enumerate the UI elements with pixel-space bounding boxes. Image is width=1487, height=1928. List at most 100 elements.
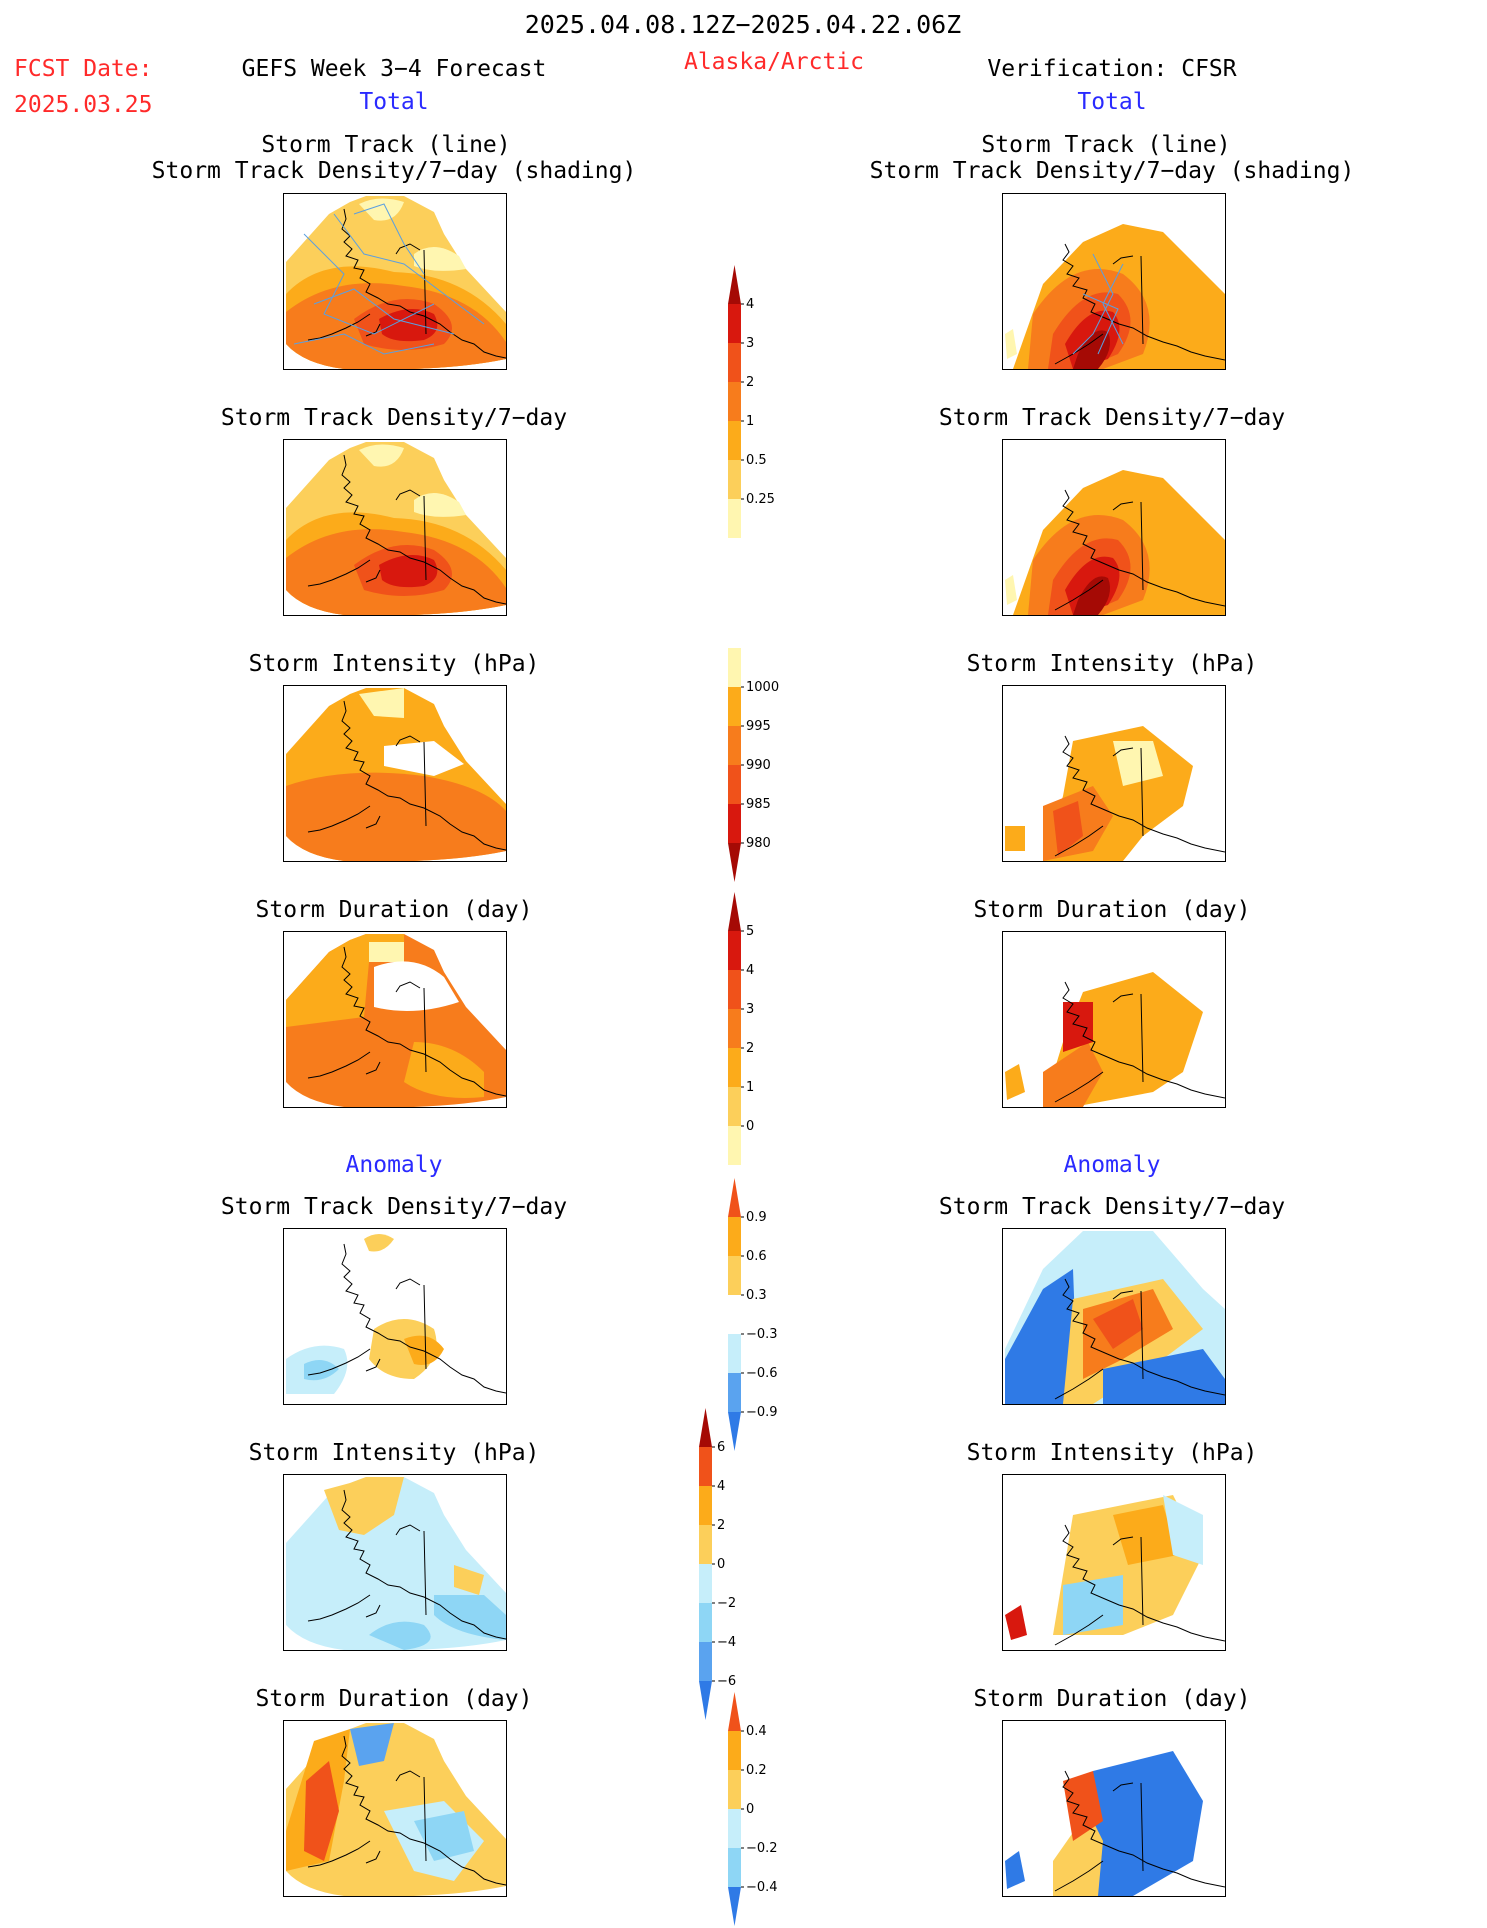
- coastline: [1054, 243, 1225, 365]
- colorbar-tick-label: −0.6: [746, 1366, 778, 1381]
- right-intensity-title: Storm Intensity (hPa): [966, 651, 1258, 677]
- colorbar-segment: [728, 1373, 741, 1412]
- coastline: [307, 1735, 506, 1886]
- colorbar-tick-label: −4: [717, 1635, 736, 1650]
- colorbar-tick-label: −0.2: [746, 1841, 778, 1856]
- left-track-line-title: Storm Track (line): [261, 132, 511, 158]
- colorbar-segment: [728, 1809, 741, 1848]
- contour-region: [359, 198, 404, 221]
- colorbar-tick-label: 0.25: [746, 492, 775, 507]
- colorbar-tick-label: 4: [717, 1479, 725, 1494]
- contour-region: [369, 1621, 431, 1650]
- colorbar-tick-label: 4: [746, 963, 754, 978]
- colorbar-tick-label: 985: [746, 797, 771, 812]
- colorbar-tick-label: 980: [746, 836, 771, 851]
- colorbar-arrow-bottom: [728, 843, 741, 882]
- left-anom-density-title: Storm Track Density/7−day: [220, 1194, 568, 1220]
- contour-region: [379, 309, 438, 342]
- colorbar-tick-label: 2: [746, 1041, 754, 1056]
- contour-region: [1005, 1269, 1078, 1404]
- colorbar-segment: [728, 1770, 741, 1809]
- contour-region: [379, 555, 438, 588]
- colorbar-segment: [728, 726, 741, 765]
- colorbar-anom-duration: 0.4 0.2 0 −0.2 −0.4: [726, 1692, 806, 1928]
- storm-track-line: [333, 213, 485, 325]
- colorbar-segment: [728, 1009, 741, 1048]
- fcst-date-value: 2025.03.25: [14, 92, 153, 118]
- contour-region: [350, 1723, 394, 1766]
- left-anomaly-heading: Anomaly: [345, 1152, 443, 1178]
- coastline: [1054, 735, 1225, 857]
- colorbar-tick-label: −2: [717, 1596, 736, 1611]
- colorbar-tick-label: 0.2: [746, 1763, 767, 1778]
- contour-region: [1113, 1505, 1178, 1565]
- verification-title: Verification: CFSR: [987, 56, 1237, 82]
- colorbar-arrow-top: [699, 1408, 712, 1447]
- colorbar-tick-label: 2: [746, 375, 754, 390]
- contour-region: [1005, 1064, 1025, 1100]
- colorbar-tick-label: 0: [746, 1119, 754, 1134]
- contour-region: [434, 1595, 506, 1640]
- contour-region: [1053, 801, 1083, 856]
- colorbar-tick-label: 0.5: [746, 453, 767, 468]
- map-forecast-duration: [283, 931, 507, 1108]
- colorbar-segment: [728, 1295, 741, 1334]
- contour-region: [1005, 1851, 1025, 1889]
- fcst-date-label: FCST Date:: [14, 56, 153, 82]
- colorbar-duration: 5 4 3 2 1 0: [726, 892, 806, 1176]
- colorbar-anom-intensity: 6 4 2 0 −2 −4 −6: [697, 1408, 777, 1732]
- contour-region: [414, 492, 466, 517]
- colorbar-tick-label: 0.6: [746, 1249, 767, 1264]
- right-track-shading-title: Storm Track Density/7−day (shading): [869, 158, 1355, 184]
- contour-region: [1113, 741, 1163, 786]
- colorbar-tick-label: 0.4: [746, 1724, 767, 1739]
- colorbar-arrow-top: [728, 1178, 741, 1217]
- colorbar-segment: [728, 421, 741, 460]
- colorbar-intensity: 1000 995 990 985 980: [726, 648, 806, 892]
- colorbar-segment: [699, 1486, 712, 1525]
- left-anom-intensity-title: Storm Intensity (hPa): [248, 1440, 540, 1466]
- colorbar-tick-label: 2: [717, 1518, 725, 1533]
- contour-region: [286, 772, 506, 861]
- coastline: [1054, 981, 1225, 1103]
- storm-track-lines: [1072, 253, 1124, 355]
- right-anom-intensity-title: Storm Intensity (hPa): [966, 1440, 1258, 1466]
- colorbar-segment: [728, 1126, 741, 1165]
- colorbar-tick-label: 6: [717, 1440, 725, 1455]
- colorbar-arrow-top: [728, 265, 741, 304]
- colorbar-segment: [728, 382, 741, 421]
- contour-region: [1005, 1605, 1027, 1640]
- map-verification-anom-density: [1002, 1228, 1226, 1405]
- contour-region: [404, 1335, 444, 1365]
- right-density-title: Storm Track Density/7−day: [938, 405, 1286, 431]
- contour-region: [304, 1761, 339, 1861]
- coastline: [1054, 1524, 1225, 1646]
- contour-region: [1005, 826, 1025, 851]
- colorbar-tick-label: 990: [746, 758, 771, 773]
- contour-region: [1043, 1042, 1103, 1107]
- forecast-model-title: GEFS Week 3−4 Forecast: [241, 56, 547, 82]
- coastline: [1054, 1770, 1225, 1892]
- colorbar-arrow-top: [728, 892, 741, 931]
- colorbar-tick-label: 1: [746, 414, 754, 429]
- colorbar-tick-label: −6: [717, 1674, 736, 1689]
- colorbar-segment: [728, 343, 741, 382]
- left-total-label: Total: [359, 89, 429, 115]
- colorbar-segment: [728, 648, 741, 687]
- coastline: [307, 946, 506, 1097]
- right-anom-density-title: Storm Track Density/7−day: [938, 1194, 1286, 1220]
- colorbar-arrow-bottom: [699, 1681, 712, 1720]
- colorbar-segment: [728, 804, 741, 843]
- contour-region: [359, 444, 404, 467]
- storm-track-line: [1072, 253, 1114, 355]
- storm-track-line: [313, 288, 455, 335]
- map-forecast-density: [283, 439, 507, 616]
- colorbar-segment: [728, 1334, 741, 1373]
- contour-region: [1053, 1811, 1103, 1896]
- colorbar-tick-label: 1000: [746, 680, 779, 695]
- colorbar-tick-label: −0.4: [746, 1880, 778, 1895]
- region-title: Alaska/Arctic: [683, 49, 865, 75]
- colorbar-tick-label: 4: [746, 297, 754, 312]
- map-verification-density: [1002, 439, 1226, 616]
- left-density-title: Storm Track Density/7−day: [220, 405, 568, 431]
